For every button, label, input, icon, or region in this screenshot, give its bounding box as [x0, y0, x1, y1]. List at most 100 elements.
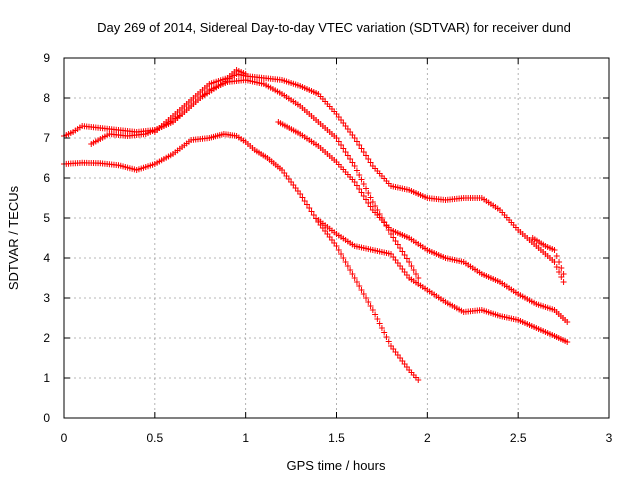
- data-point: [347, 267, 354, 273]
- y-tick-label: 7: [43, 131, 50, 145]
- data-point: [338, 142, 345, 148]
- y-tick-label: 2: [43, 331, 50, 345]
- data-point: [351, 163, 358, 169]
- data-point: [242, 71, 249, 77]
- data-point: [385, 338, 392, 345]
- data-point: [376, 320, 383, 327]
- data-point: [363, 196, 370, 203]
- data-point: [392, 238, 399, 244]
- data-point: [560, 279, 567, 285]
- data-point: [360, 149, 367, 155]
- data-point: [360, 193, 367, 199]
- y-tick-label: 9: [43, 51, 50, 65]
- data-point: [365, 299, 372, 305]
- data-point: [358, 287, 365, 293]
- grid-lines: [64, 58, 609, 418]
- data-point: [347, 156, 354, 162]
- data-point: [403, 255, 410, 262]
- data-point: [335, 247, 342, 253]
- data-point: [308, 208, 315, 215]
- data-point: [351, 275, 358, 281]
- chart-title: Day 269 of 2014, Sidereal Day-to-day VTE…: [97, 20, 571, 35]
- data-point: [356, 172, 363, 178]
- data-point: [397, 245, 404, 251]
- data-point: [356, 186, 363, 192]
- x-axis-label: GPS time / hours: [287, 458, 386, 473]
- x-tick-label: 2: [424, 431, 431, 445]
- data-point: [356, 142, 363, 148]
- data-point: [558, 265, 565, 271]
- data-point: [358, 145, 365, 152]
- data-point: [415, 275, 422, 281]
- data-point: [365, 200, 372, 206]
- data-point: [299, 194, 306, 201]
- data-point: [358, 176, 365, 183]
- data-point: [303, 201, 310, 208]
- data-point: [340, 255, 347, 261]
- data-point: [564, 339, 571, 345]
- data-point: [564, 319, 571, 325]
- data-point: [383, 334, 390, 340]
- data-point: [344, 152, 351, 159]
- x-tick-label: 1.5: [328, 431, 345, 445]
- data-point: [338, 251, 345, 257]
- data-point: [340, 145, 347, 152]
- data-point: [556, 269, 563, 275]
- data-point: [363, 185, 370, 192]
- data-point: [333, 243, 340, 249]
- data-point: [390, 234, 397, 241]
- data-point: [365, 190, 372, 196]
- data-point: [369, 307, 376, 313]
- y-tick-label: 4: [43, 251, 50, 265]
- data-point: [301, 198, 308, 204]
- data-point: [333, 135, 340, 141]
- data-points: [61, 67, 571, 383]
- series-1: [61, 131, 422, 383]
- x-tick-label: 0: [61, 431, 68, 445]
- y-tick-label: 5: [43, 211, 50, 225]
- data-point: [553, 253, 560, 259]
- data-point: [353, 182, 360, 189]
- data-point: [306, 205, 313, 211]
- data-point: [358, 189, 365, 196]
- y-tick-label: 8: [43, 91, 50, 105]
- data-point: [394, 241, 401, 248]
- data-point: [351, 179, 358, 185]
- data-point: [342, 259, 349, 265]
- data-point: [406, 259, 413, 265]
- data-point: [551, 247, 558, 253]
- series-7: [529, 235, 567, 277]
- series-6: [315, 217, 571, 345]
- data-point: [353, 279, 360, 285]
- y-tick-label: 1: [43, 371, 50, 385]
- x-tick-label: 2.5: [510, 431, 527, 445]
- x-tick-label: 0.5: [146, 431, 163, 445]
- data-point: [363, 295, 370, 301]
- data-point: [363, 152, 370, 159]
- x-tick-label: 3: [606, 431, 613, 445]
- data-point: [344, 263, 351, 269]
- data-point: [560, 271, 567, 277]
- data-point: [335, 138, 342, 145]
- data-point: [415, 377, 422, 383]
- data-point: [412, 271, 419, 277]
- data-point: [353, 167, 360, 174]
- data-point: [360, 181, 367, 187]
- series-4: [151, 67, 249, 135]
- data-point: [367, 303, 374, 309]
- y-tick-label: 6: [43, 171, 50, 185]
- data-point: [372, 311, 379, 318]
- data-point: [356, 283, 363, 289]
- data-point: [360, 291, 367, 297]
- data-point: [367, 159, 374, 166]
- series-5: [275, 119, 571, 325]
- data-point: [342, 149, 349, 155]
- data-point: [297, 191, 304, 197]
- data-point: [369, 199, 376, 205]
- data-point: [381, 329, 388, 336]
- data-point: [349, 271, 356, 277]
- data-point: [365, 156, 372, 162]
- data-point: [367, 194, 374, 201]
